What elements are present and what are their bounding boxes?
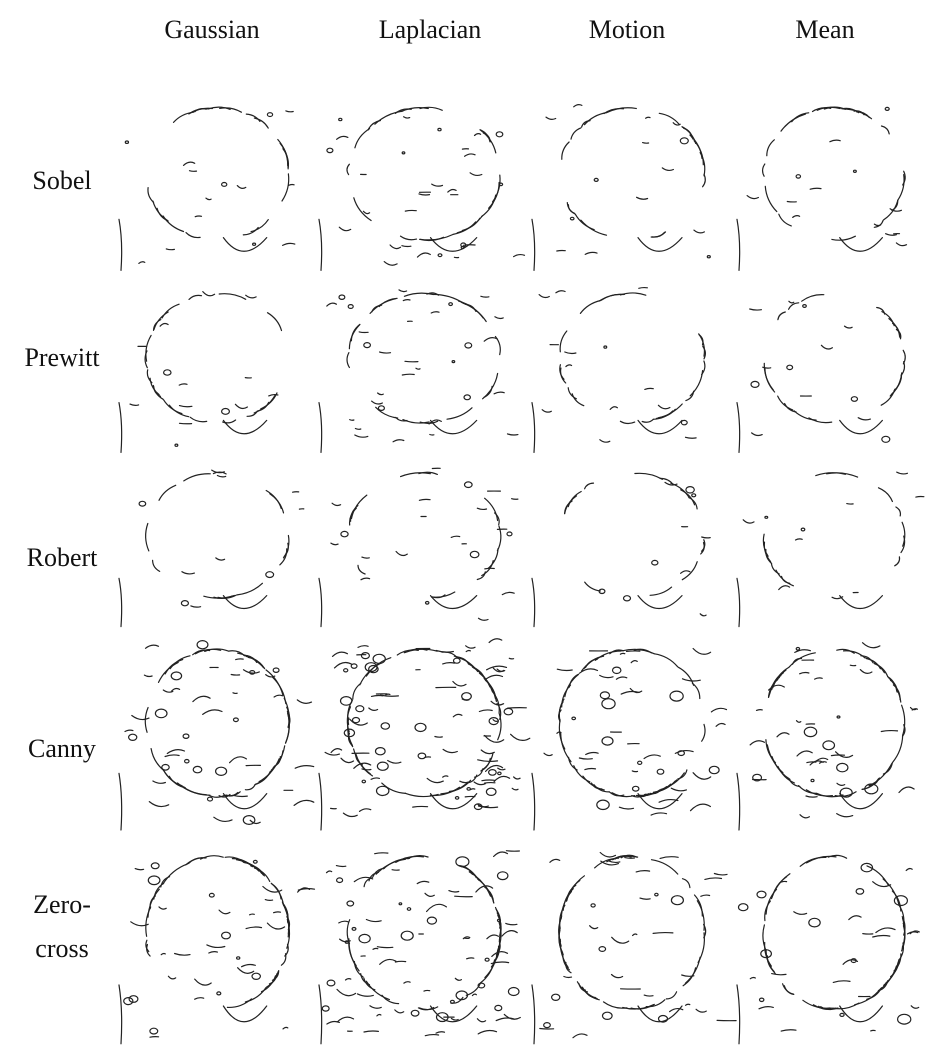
- background: [0, 0, 927, 1048]
- edge-stroke: [413, 806, 428, 807]
- edge-stroke: [916, 496, 924, 497]
- column-header: Mean: [795, 15, 854, 44]
- edge-stroke: [424, 990, 430, 991]
- edge-stroke: [405, 210, 416, 211]
- edge-stroke: [485, 568, 495, 569]
- column-header: Laplacian: [379, 15, 482, 44]
- figure-grid: Gaussian Laplacian Motion Mean Sobel Prewitt R…: [0, 0, 927, 1048]
- edge-stroke: [831, 755, 844, 756]
- edge-stroke: [512, 499, 518, 500]
- edge-stroke: [435, 737, 442, 738]
- column-header: Gaussian: [164, 15, 259, 44]
- row-label: Sobel: [32, 166, 91, 195]
- edge-stroke: [485, 783, 495, 784]
- edge-stroke: [455, 896, 473, 897]
- edge-stroke: [359, 332, 368, 333]
- edge-stroke: [395, 961, 405, 962]
- column-header: Motion: [589, 15, 666, 44]
- edge-stroke: [625, 858, 635, 859]
- page: {"figure": { "column_headers": ["Gaussia…: [0, 0, 927, 1048]
- edge-stroke: [781, 881, 786, 882]
- row-label: Prewitt: [24, 343, 100, 372]
- edge-stroke: [233, 693, 237, 694]
- edge-stroke: [190, 171, 197, 172]
- row-label: Robert: [27, 543, 99, 572]
- edge-stroke: [150, 1037, 159, 1038]
- edge-stroke: [482, 780, 495, 781]
- edge-stroke: [231, 675, 239, 676]
- row-label: Zero-: [33, 890, 91, 919]
- row-label: cross: [35, 934, 88, 963]
- edge-stroke: [195, 216, 201, 217]
- row-label: Canny: [28, 734, 96, 763]
- edge-stroke: [643, 143, 649, 144]
- edge-stroke: [350, 420, 354, 421]
- edge-stroke: [509, 658, 513, 659]
